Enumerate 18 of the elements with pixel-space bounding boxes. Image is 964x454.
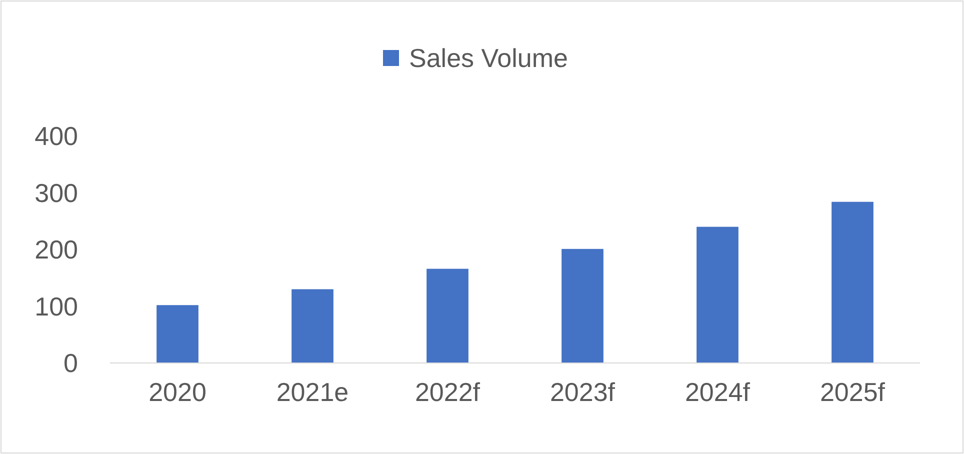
x-tick-label: 2023f: [550, 377, 616, 408]
legend-label: Sales Volume: [409, 43, 568, 74]
y-tick-label: 400: [34, 121, 78, 152]
x-tick-label: 2021e: [276, 377, 349, 408]
bar: [832, 202, 874, 363]
y-tick-label: 0: [64, 348, 78, 378]
x-tick-label: 2020: [148, 377, 206, 408]
y-tick-label: 100: [34, 291, 78, 322]
bar: [292, 289, 334, 363]
bar: [696, 226, 738, 363]
x-tick-label: 2024f: [684, 377, 751, 408]
bar: [562, 248, 604, 363]
bar: [156, 305, 198, 363]
bar: [426, 268, 468, 363]
x-tick-label: 2025f: [820, 377, 886, 408]
y-tick-label: 200: [34, 234, 78, 265]
x-tick-label: 2022f: [414, 377, 481, 408]
y-tick-label: 300: [34, 178, 78, 208]
